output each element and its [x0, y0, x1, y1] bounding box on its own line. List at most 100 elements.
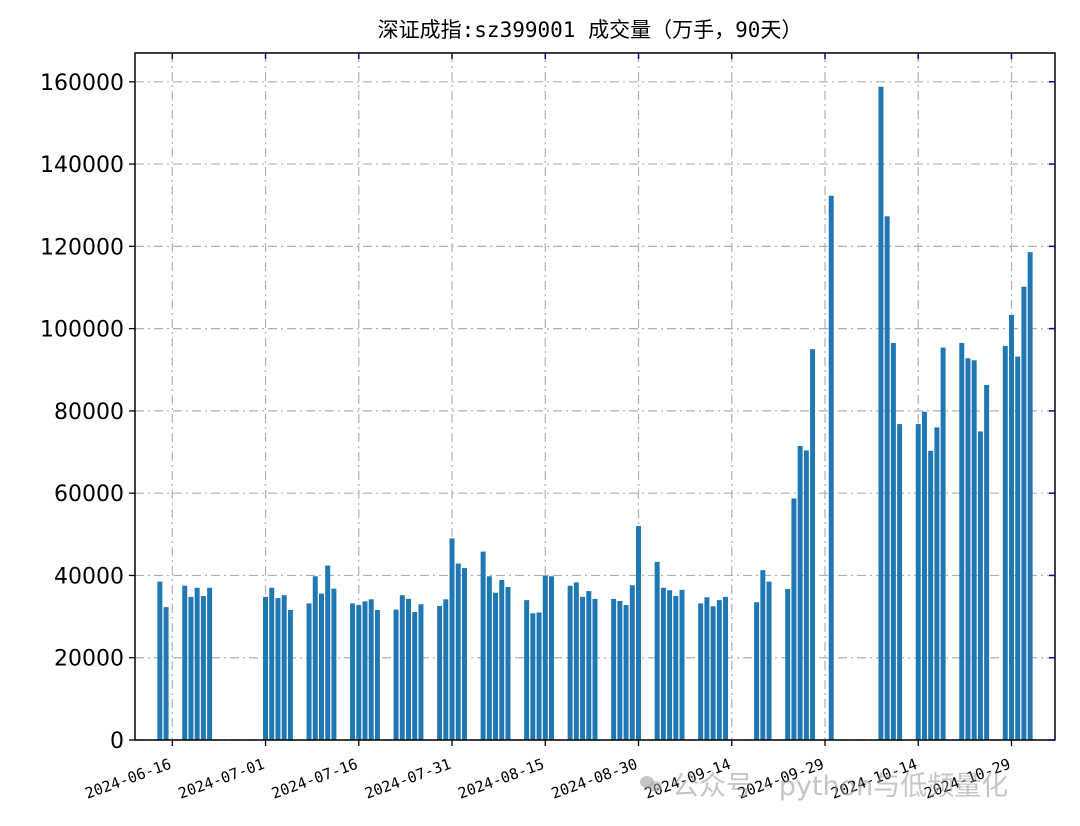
bar	[412, 612, 418, 740]
bar	[443, 599, 449, 740]
bar	[350, 603, 356, 740]
bar	[524, 600, 530, 740]
bar	[374, 610, 380, 740]
y-tick-label: 40000	[54, 564, 124, 589]
bar	[884, 216, 890, 740]
bar	[418, 604, 424, 740]
bar	[977, 431, 983, 740]
bar	[362, 601, 368, 740]
bar	[269, 587, 275, 740]
bar	[878, 86, 884, 741]
bar	[449, 538, 455, 740]
axes	[134, 52, 1056, 741]
y-tick-label: 60000	[54, 482, 124, 507]
wechat-icon	[640, 774, 664, 794]
bar	[723, 596, 729, 740]
bar	[754, 602, 760, 740]
bar	[399, 595, 405, 740]
bar	[654, 561, 660, 740]
y-tick-label: 80000	[54, 400, 124, 425]
bar	[636, 526, 641, 740]
bar	[586, 591, 592, 740]
bar	[797, 445, 803, 740]
bar	[1015, 356, 1021, 740]
bar	[306, 603, 312, 740]
bar	[499, 579, 505, 740]
bar	[673, 596, 679, 740]
bar	[828, 195, 834, 740]
bar	[580, 596, 586, 740]
chart-title: 深证成指:sz399001 成交量（万手，90天）	[378, 18, 803, 42]
bar	[368, 599, 374, 740]
bar	[573, 582, 579, 740]
y-tick-label: 160000	[40, 71, 124, 96]
plot-frame	[134, 52, 1056, 741]
bar	[704, 597, 710, 740]
bar	[207, 587, 213, 740]
bar	[785, 589, 791, 740]
bar	[934, 427, 940, 740]
y-tick-label: 120000	[40, 235, 124, 260]
bar	[455, 563, 461, 740]
bar	[312, 576, 318, 740]
bars	[157, 86, 1033, 741]
bar	[1021, 286, 1027, 740]
bar	[1027, 252, 1033, 741]
y-tick-label: 100000	[40, 318, 124, 343]
bar	[667, 590, 673, 740]
bar	[679, 589, 685, 740]
watermark-text: 公众号 · python与低频量化	[672, 771, 1009, 802]
bar	[940, 347, 946, 740]
bar	[331, 588, 337, 740]
bar	[1009, 315, 1014, 740]
bar	[263, 596, 269, 740]
x-tick-label: 2024-06-16	[83, 755, 174, 803]
bar	[810, 349, 816, 740]
bar	[356, 605, 362, 740]
bar	[505, 586, 511, 740]
bar	[623, 605, 629, 740]
bar	[716, 600, 722, 740]
bar	[530, 613, 536, 740]
bar	[1002, 345, 1008, 740]
bar	[660, 587, 666, 740]
bar	[281, 595, 287, 740]
x-tick-label: 2024-07-16	[269, 755, 360, 803]
bar	[461, 568, 467, 740]
bar	[971, 360, 977, 740]
bar	[567, 585, 573, 740]
x-tick-label: 2024-07-31	[362, 755, 453, 803]
bar	[493, 592, 499, 740]
watermark: 公众号 · python与低频量化	[640, 764, 1008, 803]
bar	[592, 598, 598, 740]
x-tick-label: 2024-07-01	[176, 755, 267, 803]
bar	[157, 581, 163, 740]
bar	[480, 551, 486, 740]
bar	[486, 576, 492, 740]
bar	[617, 600, 623, 740]
bar	[760, 570, 766, 740]
bar	[542, 575, 548, 740]
bar	[984, 384, 990, 740]
bar	[188, 596, 194, 740]
bar	[393, 609, 399, 740]
bar	[890, 343, 896, 740]
bar	[791, 498, 797, 740]
x-tick-label: 2024-08-30	[549, 755, 640, 803]
bar	[536, 612, 542, 740]
bar	[928, 450, 934, 740]
bar	[897, 424, 903, 740]
bar	[194, 587, 200, 740]
bar	[803, 450, 809, 740]
bar	[437, 605, 443, 740]
bar	[611, 598, 617, 740]
bar	[629, 585, 635, 740]
bar	[921, 411, 927, 740]
y-axis-ticks: 0 20000 40000 60000 80000 100000 120000 140000 1…	[40, 71, 1055, 754]
bar	[275, 598, 281, 740]
bar	[406, 598, 411, 740]
bar	[710, 606, 716, 740]
bar	[182, 585, 188, 740]
bar	[959, 343, 965, 740]
